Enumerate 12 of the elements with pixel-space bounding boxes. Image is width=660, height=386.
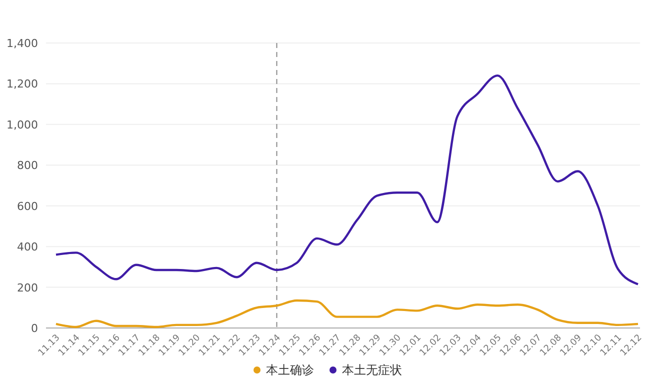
y-tick-label: 1,200 (6, 78, 38, 91)
y-tick-label: 800 (17, 159, 38, 172)
y-tick-label: 0 (31, 322, 38, 335)
line-series (54, 299, 640, 328)
y-tick-label: 1,400 (6, 37, 38, 50)
legend-label: 本土确诊 (266, 363, 314, 377)
line-series (54, 74, 640, 286)
y-tick-label: 200 (17, 281, 38, 294)
y-tick-label: 1,000 (6, 118, 38, 132)
y-tick-label: 600 (17, 200, 38, 213)
legend-label: 本土无症状 (342, 363, 402, 377)
y-tick-label: 400 (17, 240, 38, 254)
